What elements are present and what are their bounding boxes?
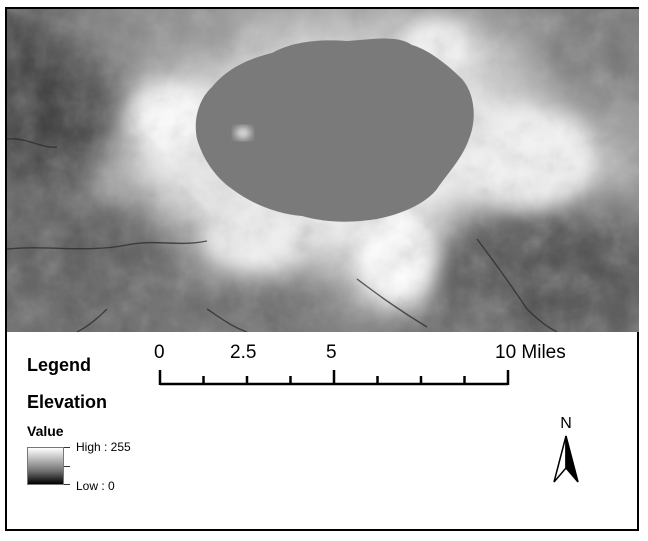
scale-label-5: 5 xyxy=(326,342,337,363)
scale-bar-ruler xyxy=(158,370,510,386)
elevation-raster-map xyxy=(7,9,639,332)
legend-title: Legend xyxy=(27,355,92,375)
wizard-island xyxy=(235,127,251,139)
ramp-tick-high xyxy=(64,447,70,448)
legend-layer-name: Elevation xyxy=(27,392,108,412)
elevation-raster xyxy=(7,9,639,332)
legend-field-label: Value xyxy=(27,423,64,439)
scale-label-10-miles: 10 Miles xyxy=(495,342,566,363)
scale-label-0: 0 xyxy=(154,342,165,363)
north-arrow-icon: N xyxy=(553,415,579,483)
ramp-tick-mid xyxy=(64,466,70,467)
north-label: N xyxy=(560,415,572,432)
scale-bar: 0 2.5 5 10 Miles xyxy=(150,338,590,390)
ramp-high-label: High : 255 xyxy=(76,440,131,454)
drainage-channels xyxy=(7,138,558,332)
ramp-tick-low xyxy=(64,484,70,485)
elevation-color-ramp xyxy=(27,447,64,485)
scale-label-2-5: 2.5 xyxy=(230,342,257,363)
ramp-low-label: Low : 0 xyxy=(76,479,115,493)
north-arrow: N xyxy=(546,412,586,484)
lake-surface xyxy=(195,38,474,222)
